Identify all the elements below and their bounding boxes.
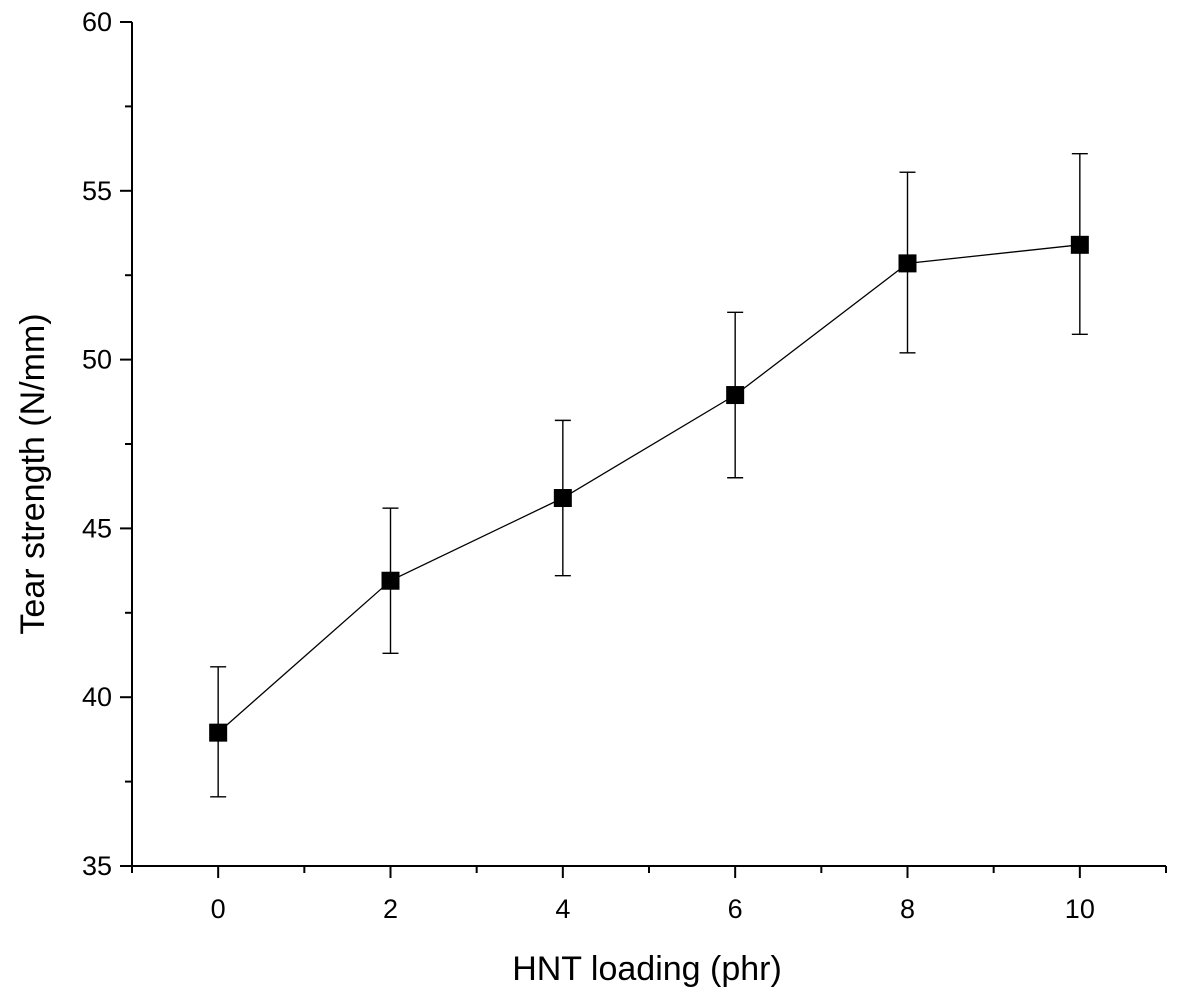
y-tick-label: 55 bbox=[82, 176, 112, 206]
error-bars bbox=[210, 152, 1088, 798]
x-tick-label: 2 bbox=[383, 894, 398, 924]
x-tick-label: 4 bbox=[555, 894, 570, 924]
data-point-marker bbox=[209, 723, 228, 742]
data-point-marker bbox=[726, 386, 745, 405]
y-axis-title: Tear strength (N/mm) bbox=[14, 313, 52, 634]
y-tick-label: 35 bbox=[82, 851, 112, 881]
x-axis-title: HNT loading (phr) bbox=[512, 950, 782, 988]
data-point-marker bbox=[553, 489, 572, 508]
x-tick-label: 10 bbox=[1065, 894, 1095, 924]
data-point-marker bbox=[898, 254, 917, 273]
x-tick-label: 8 bbox=[900, 894, 915, 924]
series-line-group bbox=[217, 244, 1080, 734]
y-tick-label: 45 bbox=[82, 513, 112, 543]
series-line bbox=[217, 244, 1080, 734]
data-markers bbox=[209, 235, 1089, 742]
y-tick-label: 60 bbox=[82, 7, 112, 37]
tick-marks bbox=[120, 21, 1167, 878]
tick-labels: 35 40 45 50 55 60 0 2 4 6 8 10 bbox=[82, 7, 1095, 924]
x-tick-label: 0 bbox=[211, 894, 226, 924]
x-tick-label: 6 bbox=[728, 894, 743, 924]
data-point-marker bbox=[1070, 235, 1089, 254]
axes bbox=[131, 22, 1166, 867]
data-point-marker bbox=[381, 571, 400, 590]
y-tick-label: 50 bbox=[82, 345, 112, 375]
y-tick-label: 40 bbox=[82, 682, 112, 712]
